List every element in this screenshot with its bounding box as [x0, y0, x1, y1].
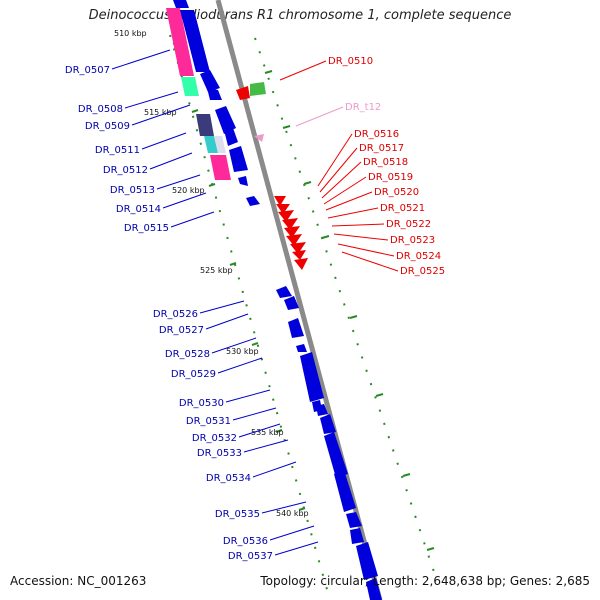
- box-white: [214, 136, 226, 153]
- gene-label: DR_0510: [328, 56, 373, 67]
- gene-label: DR_0507: [65, 65, 110, 76]
- gene-label: DR_0511: [95, 145, 140, 156]
- kbp-label: 530 kbp: [226, 347, 259, 356]
- gene-label: DR_0536: [223, 536, 268, 547]
- gene-label: DR_0508: [78, 104, 123, 115]
- gene-label: DR_0516: [354, 129, 399, 140]
- kbp-label: 510 kbp: [114, 29, 147, 38]
- box-dr0511-dark: [196, 114, 214, 136]
- gene-label: DR_0524: [396, 251, 441, 262]
- left-gene-labels: DR_0507 DR_0508 DR_0509 DR_0511 DR_0512 …: [65, 65, 273, 562]
- gene-label: DR_0522: [386, 219, 431, 230]
- reverse-genes: [236, 82, 308, 270]
- gene-label: DR_0530: [179, 398, 224, 409]
- accession-text: Accession: NC_001263: [10, 574, 147, 588]
- gene-label: DR_0533: [197, 448, 242, 459]
- gene-label: DR_0537: [228, 551, 273, 562]
- box-dr0508: [181, 77, 199, 96]
- gene-label: DR_0526: [153, 309, 198, 320]
- gene-label: DR_0517: [359, 143, 404, 154]
- gene-label: DR_0520: [374, 187, 419, 198]
- kbp-labels: 510 kbp 515 kbp 520 kbp 525 kbp 530 kbp …: [114, 29, 309, 518]
- right-gene-labels: DR_0510 DR_t12 DR_0516 DR_0517 DR_0518 D…: [328, 56, 445, 277]
- kbp-label: 515 kbp: [144, 108, 177, 117]
- topology-summary: Topology: circular; Length: 2,648,638 bp…: [260, 574, 590, 588]
- gene-label: DR_0529: [171, 369, 216, 380]
- kbp-label: 540 kbp: [276, 509, 309, 518]
- gene-label: DR_0528: [165, 349, 210, 360]
- right-leaders: [279, 60, 399, 272]
- major-ticks: [172, 41, 435, 551]
- kbp-label: 520 kbp: [172, 186, 205, 195]
- gene-label: DR_0523: [390, 235, 435, 246]
- kbp-label: 535 kbp: [251, 428, 284, 437]
- gene-label: DR_0521: [380, 203, 425, 214]
- feature-boxes: [166, 8, 231, 180]
- gene-label: DR_0509: [85, 121, 130, 132]
- gene-label: DR_0512: [103, 165, 148, 176]
- gene-label: DR_0531: [186, 416, 231, 427]
- gene-label: DR_0519: [368, 172, 413, 183]
- gene-label: DR_0527: [159, 325, 204, 336]
- gene-label: DR_0532: [192, 433, 237, 444]
- gene-label: DR_0513: [110, 185, 155, 196]
- gene-label: DR_0525: [400, 266, 445, 277]
- gene-label: DR_0535: [215, 509, 260, 520]
- gene-label: DR_0534: [206, 473, 251, 484]
- forward-genes: [173, 0, 382, 600]
- box-dr0507: [166, 8, 194, 76]
- gene-label: DR_0518: [363, 157, 408, 168]
- gene-label: DR_t12: [345, 102, 381, 113]
- left-leaders: [111, 49, 319, 556]
- box-dr0512: [210, 155, 231, 180]
- box-dr0511-light: [204, 136, 218, 153]
- kbp-label: 525 kbp: [200, 266, 233, 275]
- gene-label: DR_0514: [116, 204, 161, 215]
- gene-label: DR_0515: [124, 223, 169, 234]
